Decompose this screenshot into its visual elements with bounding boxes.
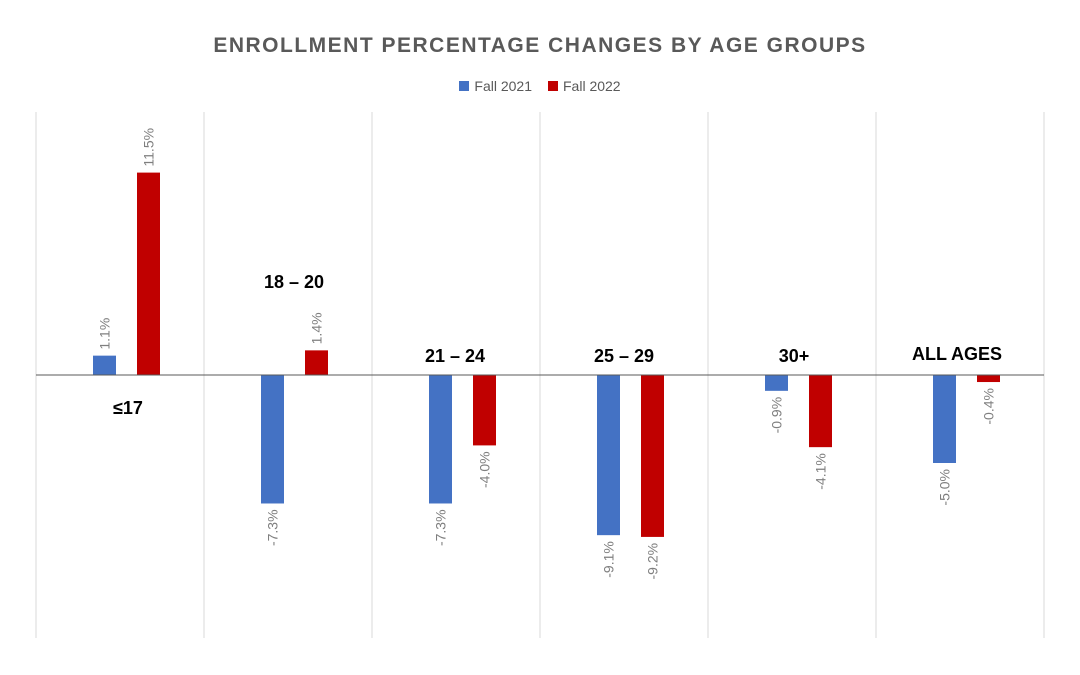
- data-label: -0.9%: [769, 397, 785, 434]
- bar-fall-2022-0: [137, 172, 160, 375]
- data-label: -7.3%: [433, 509, 449, 546]
- bar-fall-2021-0: [93, 355, 116, 375]
- legend-item-fall-2021: Fall 2021: [459, 78, 532, 94]
- bar-fall-2022-3: [641, 375, 664, 537]
- bar-fall-2021-5: [933, 375, 956, 463]
- category-label: 18 – 20: [264, 272, 324, 292]
- data-label: -4.1%: [813, 453, 829, 490]
- bar-fall-2022-1: [305, 350, 328, 375]
- data-label: -9.2%: [645, 543, 661, 580]
- category-label: ALL AGES: [912, 344, 1002, 364]
- bar-fall-2022-5: [977, 375, 1000, 383]
- category-label: ≤17: [113, 398, 143, 418]
- legend-label-fall-2021: Fall 2021: [474, 78, 532, 94]
- data-label: 1.1%: [97, 318, 113, 350]
- legend-item-fall-2022: Fall 2022: [548, 78, 621, 94]
- bar-fall-2022-4: [809, 375, 832, 448]
- bar-fall-2021-4: [765, 375, 788, 391]
- data-label: -7.3%: [265, 509, 281, 546]
- data-label: -4.0%: [477, 451, 493, 488]
- category-label: 30+: [779, 346, 810, 366]
- bar-fall-2021-3: [597, 375, 620, 536]
- bar-fall-2021-2: [429, 375, 452, 504]
- data-label: -5.0%: [937, 469, 953, 506]
- data-label: -0.4%: [981, 388, 997, 425]
- legend-swatch-fall-2022: [548, 81, 558, 91]
- data-label: 11.5%: [141, 128, 157, 167]
- legend: Fall 2021 Fall 2022: [0, 78, 1080, 94]
- bar-fall-2021-1: [261, 375, 284, 504]
- bar-fall-2022-2: [473, 375, 496, 446]
- category-label: 25 – 29: [594, 346, 654, 366]
- legend-label-fall-2022: Fall 2022: [563, 78, 621, 94]
- data-label: -9.1%: [601, 541, 617, 578]
- data-label: 1.4%: [309, 312, 325, 344]
- chart-title: ENROLLMENT PERCENTAGE CHANGES BY AGE GRO…: [213, 34, 867, 57]
- category-label: 21 – 24: [425, 346, 485, 366]
- legend-swatch-fall-2021: [459, 81, 470, 91]
